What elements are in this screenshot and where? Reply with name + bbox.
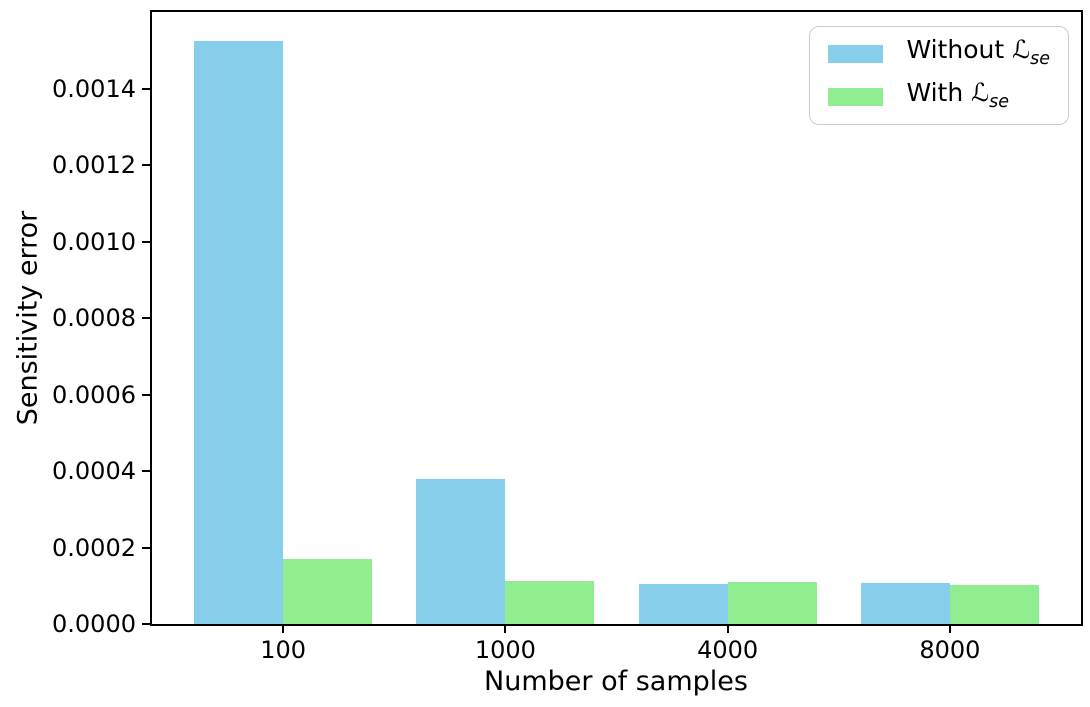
legend-subscript: se bbox=[989, 91, 1010, 112]
x-tick-mark bbox=[282, 626, 285, 633]
legend-label-with-lse: With ℒse bbox=[906, 78, 1009, 117]
x-tick-label: 1000 bbox=[474, 636, 536, 664]
x-tick-mark bbox=[504, 626, 507, 633]
y-tick-mark bbox=[142, 470, 150, 472]
bar-without-lse-1000 bbox=[416, 479, 506, 624]
legend-label-without-lse: Without ℒse bbox=[906, 35, 1050, 74]
y-axis-label: Sensitivity error bbox=[12, 210, 44, 426]
y-tick-mark bbox=[142, 240, 150, 243]
y-tick-mark bbox=[142, 164, 150, 166]
y-tick-mark bbox=[142, 393, 150, 396]
x-tick-mark bbox=[726, 626, 729, 633]
y-tick-label: 0.0000 bbox=[52, 610, 136, 638]
legend-text-prefix: Without bbox=[906, 34, 1013, 64]
legend-entry-without-lse: Without ℒse bbox=[828, 35, 1050, 69]
script-l-symbol: ℒ bbox=[971, 77, 990, 107]
bar-with-lse-8000 bbox=[949, 585, 1039, 624]
legend-subscript: se bbox=[1030, 48, 1050, 69]
bar-without-lse-100 bbox=[194, 40, 284, 624]
legend-swatch-without-lse bbox=[828, 45, 884, 63]
x-tick-mark bbox=[948, 626, 951, 633]
y-tick-mark bbox=[142, 546, 150, 549]
x-tick-label: 4000 bbox=[697, 636, 759, 664]
x-axis-label: Number of samples bbox=[484, 666, 748, 697]
legend-text-prefix: With bbox=[906, 77, 972, 107]
y-tick-mark bbox=[142, 87, 150, 90]
legend: Without ℒse With ℒse bbox=[809, 26, 1069, 125]
y-tick-label: 0.0012 bbox=[52, 151, 136, 179]
x-tick-label: 100 bbox=[260, 636, 307, 664]
y-tick-label: 0.0014 bbox=[52, 74, 136, 103]
x-tick-label: 8000 bbox=[919, 636, 981, 664]
legend-entry-with-lse: With ℒse bbox=[828, 78, 1050, 112]
bar-without-lse-4000 bbox=[638, 583, 728, 624]
bar-with-lse-4000 bbox=[727, 582, 817, 624]
y-tick-mark bbox=[142, 317, 150, 319]
plot-area: Without ℒse With ℒse bbox=[150, 10, 1083, 626]
script-l-symbol: ℒ bbox=[1012, 34, 1031, 64]
bar-with-lse-100 bbox=[283, 558, 373, 624]
bar-without-lse-8000 bbox=[860, 583, 950, 624]
y-tick-label: 0.0002 bbox=[52, 533, 136, 562]
legend-swatch-with-lse bbox=[828, 88, 884, 106]
y-tick-label: 0.0004 bbox=[52, 457, 136, 485]
bar-with-lse-1000 bbox=[505, 581, 595, 624]
y-tick-mark bbox=[142, 623, 150, 625]
